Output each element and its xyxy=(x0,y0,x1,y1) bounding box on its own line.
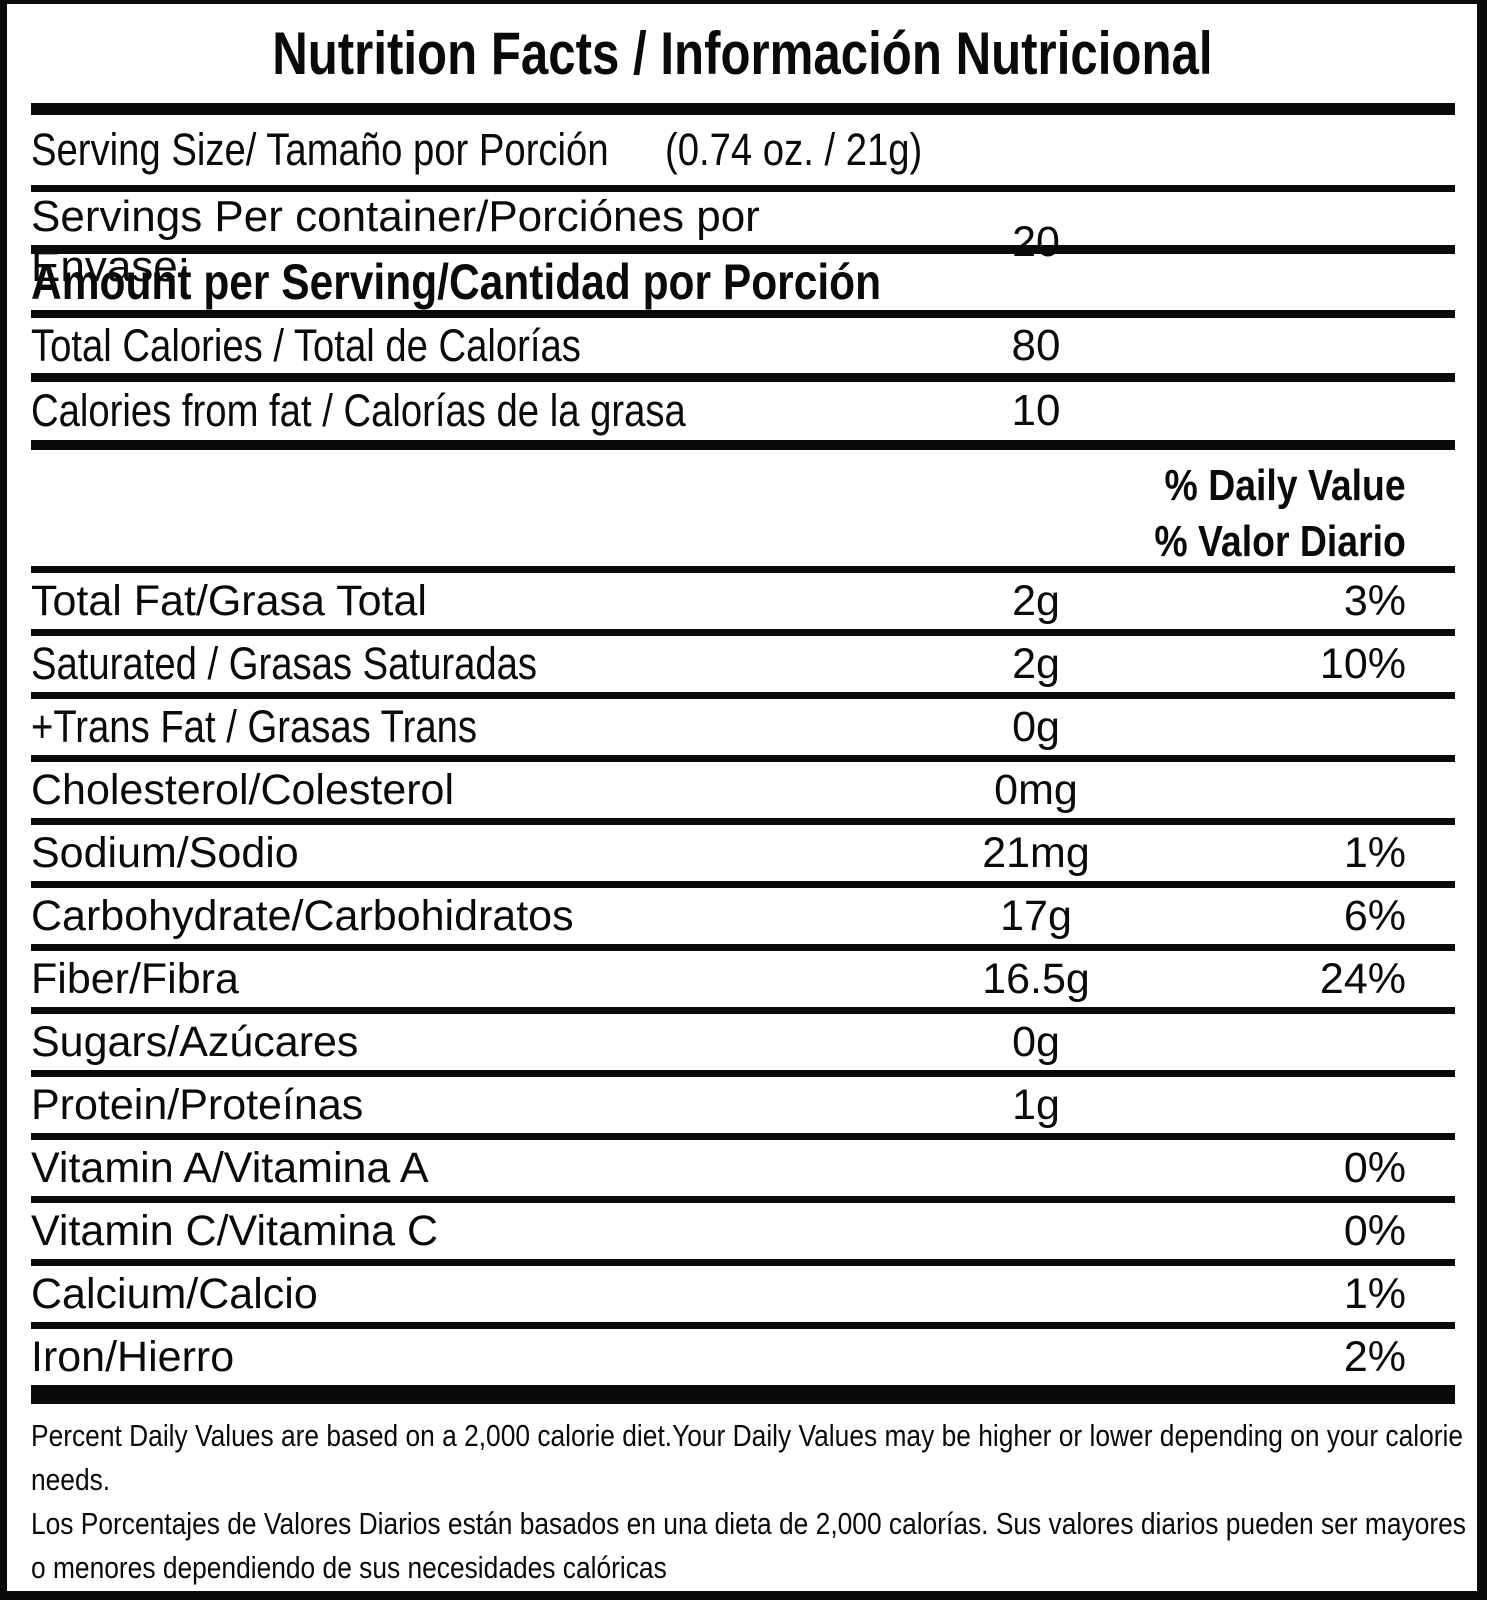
nutrient-amount: 1g xyxy=(1012,1080,1060,1129)
nutrient-row-protein: Protein/Proteínas 1g xyxy=(31,1077,1455,1140)
amount-per-serving-heading: Amount per Serving/Cantidad por Porción xyxy=(31,254,882,310)
nutrient-row-sugars: Sugars/Azúcares 0g xyxy=(31,1014,1455,1077)
daily-value-header-en: % Daily Value xyxy=(1164,461,1406,510)
daily-value-header-es: % Valor Diario xyxy=(1154,517,1406,566)
nutrient-amount: 16.5g xyxy=(982,954,1090,1003)
servings-per-container-value: 20 xyxy=(1012,217,1060,266)
nutrient-label: Iron/Hierro xyxy=(31,1332,235,1381)
total-calories-row: Total Calories / Total de Calorías 80 xyxy=(31,318,1455,382)
label-header: Nutrition Facts / Información Nutriciona… xyxy=(7,4,1477,103)
nutrient-label: Protein/Proteínas xyxy=(31,1080,364,1129)
nutrient-row-vitamin-c: Vitamin C/Vitamina C 0% xyxy=(31,1203,1455,1266)
nutrient-row-saturated-fat: Saturated / Grasas Saturadas 2g 10% xyxy=(31,636,1455,699)
calories-from-fat-label: Calories from fat / Calorías de la grasa xyxy=(31,385,686,436)
nutrient-row-trans-fat: +Trans Fat / Grasas Trans 0g xyxy=(31,699,1455,762)
nutrient-amount: 17g xyxy=(1000,891,1072,940)
nutrient-amount: 0g xyxy=(1012,702,1060,751)
nutrient-label: Saturated / Grasas Saturadas xyxy=(31,638,538,689)
nutrient-amount: 21mg xyxy=(982,828,1090,877)
nutrient-daily-value: 2% xyxy=(1343,1332,1406,1381)
nutrient-daily-value: 3% xyxy=(1343,576,1406,625)
servings-per-container-label: Servings Per container/Porciónes por Env… xyxy=(31,192,760,291)
nutrient-daily-value: 1% xyxy=(1343,828,1406,877)
calories-from-fat-value: 10 xyxy=(1011,386,1061,435)
nutrient-row-cholesterol: Cholesterol/Colesterol 0mg xyxy=(31,762,1455,825)
nutrient-daily-value: 0% xyxy=(1343,1143,1406,1192)
nutrient-label: Sugars/Azúcares xyxy=(31,1017,359,1066)
nutrient-label: Cholesterol/Colesterol xyxy=(31,765,455,814)
nutrient-row-total-fat: Total Fat/Grasa Total 2g 3% xyxy=(31,573,1455,636)
footnotes: Percent Daily Values are based on a 2,00… xyxy=(31,1404,1466,1590)
nutrient-row-vitamin-a: Vitamin A/Vitamina A 0% xyxy=(31,1140,1455,1203)
nutrient-row-carbohydrate: Carbohydrate/Carbohidratos 17g 6% xyxy=(31,888,1455,951)
footnote-en: Percent Daily Values are based on a 2,00… xyxy=(31,1418,1464,1497)
calories-from-fat-row: Calories from fat / Calorías de la grasa… xyxy=(31,382,1455,450)
nutrient-label: Vitamin A/Vitamina A xyxy=(31,1143,429,1192)
amount-per-serving-heading-row: Amount per Serving/Cantidad por Porción xyxy=(31,254,1455,318)
label-title: Nutrition Facts / Información Nutriciona… xyxy=(271,20,1213,87)
nutrient-label: Carbohydrate/Carbohidratos xyxy=(31,891,574,940)
nutrient-label: Fiber/Fibra xyxy=(31,954,239,1003)
serving-size-label: Serving Size/ Tamaño por Porción xyxy=(31,124,609,175)
nutrient-label: Sodium/Sodio xyxy=(31,828,299,877)
footer-divider-bar xyxy=(31,1392,1455,1404)
nutrient-label: +Trans Fat / Grasas Trans xyxy=(31,701,478,752)
label-body: Serving Size/ Tamaño por Porción (0.74 o… xyxy=(31,103,1466,1590)
total-calories-value: 80 xyxy=(1011,320,1061,370)
nutrient-label: Vitamin C/Vitamina C xyxy=(31,1206,439,1255)
total-calories-label: Total Calories / Total de Calorías xyxy=(31,319,581,371)
header-divider-bar xyxy=(31,103,1455,115)
footnote-es: Los Porcentajes de Valores Diarios están… xyxy=(31,1506,1466,1585)
nutrient-amount: 2g xyxy=(1012,576,1060,625)
nutrient-amount: 0g xyxy=(1012,1017,1060,1066)
nutrient-daily-value: 24% xyxy=(1319,954,1406,1003)
nutrient-row-iron: Iron/Hierro 2% xyxy=(31,1329,1455,1392)
nutrient-daily-value: 10% xyxy=(1319,639,1406,688)
nutrient-amount: 0mg xyxy=(994,765,1078,814)
nutrient-row-fiber: Fiber/Fibra 16.5g 24% xyxy=(31,951,1455,1014)
nutrient-row-sodium: Sodium/Sodio 21mg 1% xyxy=(31,825,1455,888)
nutrient-row-calcium: Calcium/Calcio 1% xyxy=(31,1266,1455,1329)
serving-size-value: (0.74 oz. / 21g) xyxy=(665,124,923,175)
nutrient-daily-value: 0% xyxy=(1343,1206,1406,1255)
nutrient-label: Calcium/Calcio xyxy=(31,1269,318,1318)
nutrient-daily-value: 1% xyxy=(1343,1269,1406,1318)
servings-per-container-row: Servings Per container/Porciónes por Env… xyxy=(31,192,1455,291)
nutrient-daily-value: 6% xyxy=(1343,891,1406,940)
daily-value-header: % Daily Value % Valor Diario xyxy=(31,450,1455,573)
nutrient-amount: 2g xyxy=(1012,639,1060,688)
nutrient-label: Total Fat/Grasa Total xyxy=(31,576,427,625)
serving-size-row: Serving Size/ Tamaño por Porción (0.74 o… xyxy=(31,115,1455,192)
